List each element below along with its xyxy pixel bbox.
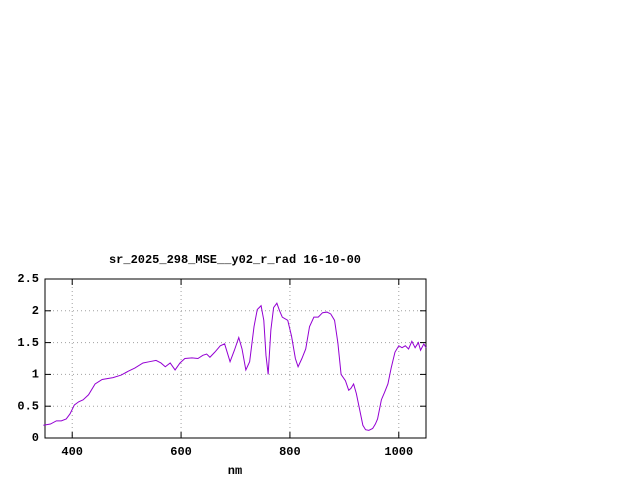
y-tick-label: 0.5 [17,399,39,413]
x-tick-label: 400 [61,445,83,459]
y-tick-label: 2 [32,304,39,318]
y-tick-label: 2.5 [17,272,39,286]
data-line [43,302,427,431]
x-axis-label: nm [228,464,242,478]
x-tick-label: 600 [170,445,192,459]
y-tick-label: 1 [32,368,39,382]
y-tick-label: 1.5 [17,336,39,350]
x-tick-label: 1000 [384,445,413,459]
chart-title: sr_2025_298_MSE__y02_r_rad 16-10-00 [109,253,361,267]
y-tick-label: 0 [32,431,39,445]
x-tick-label: 800 [279,445,301,459]
plot-frame [44,278,427,439]
